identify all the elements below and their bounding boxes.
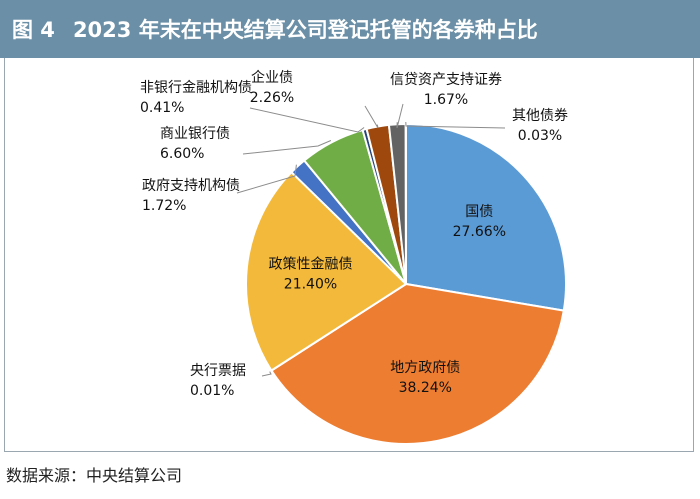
figure-number: 图 4 — [12, 18, 55, 42]
slice-name-7: 企业债 — [251, 69, 293, 86]
chart-header: 图 4 2023 年末在中央结算公司登记托管的各券种占比 — [0, 0, 700, 58]
leader-line-6 — [249, 107, 365, 133]
slice-value-1: 38.24% — [399, 380, 452, 396]
slice-value-5: 6.60% — [160, 146, 204, 162]
slice-value-2: 0.01% — [190, 383, 234, 399]
pie-slice-0 — [405, 122, 567, 312]
pie-slices — [245, 122, 567, 445]
slice-label-5: 商业银行债 6.60% — [160, 126, 230, 162]
slice-label-7: 企业债 2.26% — [250, 69, 294, 106]
slice-value-3: 21.40% — [284, 276, 337, 292]
slice-value-8: 1.67% — [424, 92, 468, 108]
slice-value-9: 0.03% — [518, 128, 562, 144]
chart-title: 2023 年末在中央结算公司登记托管的各券种占比 — [72, 18, 538, 42]
pie-chart: 国债 27.66% 地方政府债 38.24% 央行票据 0.01% 政策性金融债 21.40%… — [140, 69, 568, 445]
slice-value-0: 27.66% — [453, 224, 506, 240]
leader-line-2 — [261, 371, 272, 377]
leader-line-4 — [236, 164, 297, 194]
leader-line-8 — [396, 103, 404, 129]
slice-name-6: 非银行金融机构债 — [140, 80, 252, 96]
slice-name-5: 商业银行债 — [160, 126, 230, 142]
leader-line-7 — [364, 105, 379, 129]
chart-frame — [4, 58, 694, 452]
slice-label-0: 国债 27.66% — [453, 204, 506, 240]
slice-name-0: 国债 — [465, 204, 493, 220]
source-text: 中央结算公司 — [86, 466, 183, 485]
slice-name-1: 地方政府债 — [390, 360, 460, 376]
slice-label-6: 非银行金融机构债 0.41% — [140, 80, 252, 116]
leader-line-5 — [242, 140, 332, 155]
slice-label-3: 政策性金融债 21.40% — [268, 255, 352, 292]
slice-value-6: 0.41% — [140, 100, 184, 116]
data-source: 数据来源：中央结算公司 — [6, 462, 182, 486]
slice-name-4: 政府支持机构债 — [142, 178, 240, 194]
slice-name-2: 央行票据 — [190, 363, 246, 379]
slice-value-7: 2.26% — [250, 90, 294, 106]
slice-labels: 国债 27.66% 地方政府债 38.24% 央行票据 0.01% 政策性金融债 21.40%… — [140, 69, 568, 399]
slice-name-3: 政策性金融债 — [268, 255, 352, 272]
slice-label-2: 央行票据 0.01% — [190, 363, 246, 399]
source-label: 数据来源： — [6, 466, 87, 485]
slice-label-9: 其他债券 0.03% — [512, 108, 568, 144]
slice-label-8: 信贷资产支持证券 1.67% — [390, 72, 502, 108]
leader-lines — [236, 103, 506, 377]
leader-line-9 — [405, 121, 506, 129]
slice-label-1: 地方政府债 38.24% — [390, 360, 460, 396]
pie-slice-3 — [245, 170, 408, 372]
slice-value-4: 1.72% — [142, 198, 186, 214]
slice-label-4: 政府支持机构债 1.72% — [142, 178, 240, 214]
slice-name-9: 其他债券 — [512, 108, 568, 124]
slice-name-8: 信贷资产支持证券 — [390, 72, 502, 88]
